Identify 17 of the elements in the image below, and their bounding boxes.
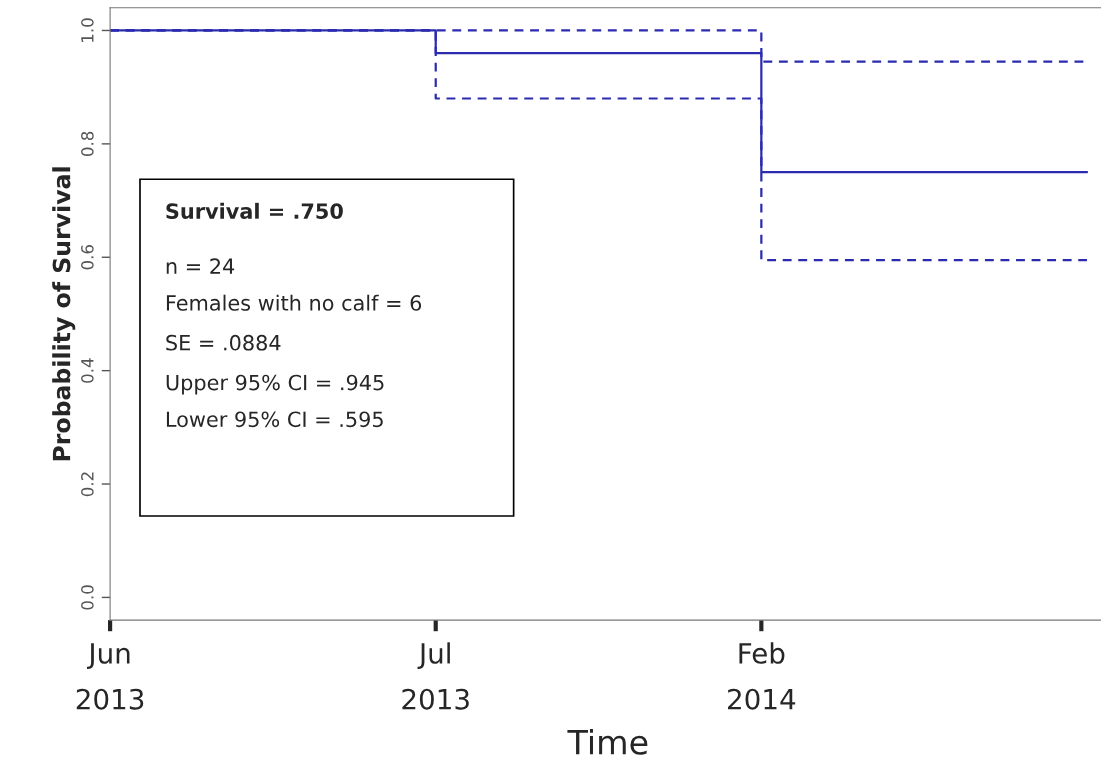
x-tick-label: Jul 2013 <box>402 642 469 710</box>
annotation: Survival = .750 <box>166 202 343 219</box>
x-axis-title: Time <box>567 728 648 755</box>
y-tick-label: 1.0 <box>81 18 94 42</box>
x-tick-label: Feb 2014 <box>728 642 796 710</box>
y-tick-label: 0.0 <box>81 585 94 610</box>
y-tick-label: 0.8 <box>81 131 94 157</box>
y-tick-label: 0.4 <box>81 358 94 383</box>
annotation: Lower 95% CI = .595 <box>166 411 383 428</box>
annotation: Upper 95% CI = .945 <box>166 374 384 395</box>
annotation: SE = .0884 <box>166 334 281 351</box>
y-axis-title: Probability of Survival <box>52 167 76 461</box>
annotation: Females with no calf = 6 <box>166 294 422 311</box>
y-tick-label: 0.6 <box>81 245 94 270</box>
y-tick-label: 0.2 <box>81 472 94 497</box>
annotation: n = 24 <box>166 258 235 274</box>
x-tick-label: Jun 2013 <box>76 643 144 710</box>
